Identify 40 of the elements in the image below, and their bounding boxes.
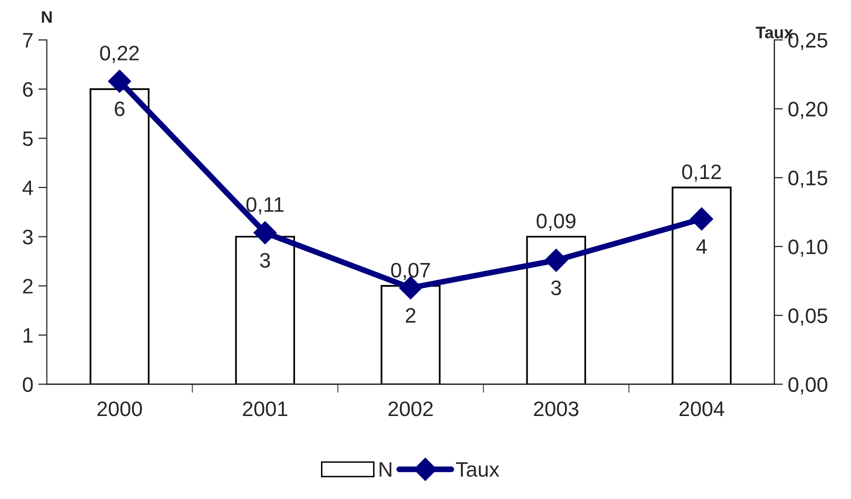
y-tick-label: 3 bbox=[22, 230, 33, 244]
bar bbox=[526, 236, 586, 384]
y2-tick-label: 0,05 bbox=[788, 308, 828, 326]
bar bbox=[90, 88, 150, 384]
y-tick-label: 4 bbox=[22, 180, 33, 196]
y-tick-label: 0 bbox=[22, 377, 33, 392]
data-label: 0,11 bbox=[246, 197, 284, 214]
y-tick-label: 6 bbox=[23, 82, 33, 97]
y-axis-title: N bbox=[42, 11, 52, 23]
x-tick-label: 2001 bbox=[242, 401, 288, 416]
y-tick-label: 1 bbox=[24, 328, 33, 343]
data-label: 4 bbox=[696, 239, 707, 254]
point bbox=[544, 248, 568, 272]
y2-tick-label: 0,20 bbox=[788, 102, 828, 119]
bar bbox=[672, 186, 732, 384]
point bbox=[254, 221, 277, 244]
y2-tick-label: 0,10 bbox=[788, 240, 828, 257]
y-tick-label: 5 bbox=[22, 132, 33, 146]
y-tick-label: 2 bbox=[23, 278, 33, 294]
data-label: 0,12 bbox=[682, 164, 721, 182]
x-tick-label: 2000 bbox=[97, 401, 142, 416]
legend-label: N bbox=[380, 462, 392, 477]
point bbox=[108, 70, 132, 93]
x-tick-label: 2004 bbox=[680, 401, 724, 416]
data-label: 0,07 bbox=[391, 262, 430, 280]
data-label: 0,22 bbox=[100, 46, 139, 63]
x-tick-label: 2002 bbox=[388, 401, 433, 416]
bar bbox=[380, 285, 441, 384]
y2-tick-label: 0,15 bbox=[788, 170, 828, 188]
data-label: 6 bbox=[114, 101, 124, 116]
bar bbox=[235, 236, 296, 384]
data-label: 3 bbox=[551, 280, 562, 296]
legend-label: Taux bbox=[456, 462, 500, 477]
y-tick-label: 7 bbox=[23, 33, 33, 48]
data-label: 2 bbox=[406, 308, 416, 323]
y2-tick-label: 0,00 bbox=[788, 377, 828, 394]
point bbox=[690, 207, 714, 230]
data-label: 3 bbox=[260, 252, 270, 268]
data-label: 0,09 bbox=[536, 214, 576, 231]
x-tick-label: 2003 bbox=[534, 401, 578, 416]
